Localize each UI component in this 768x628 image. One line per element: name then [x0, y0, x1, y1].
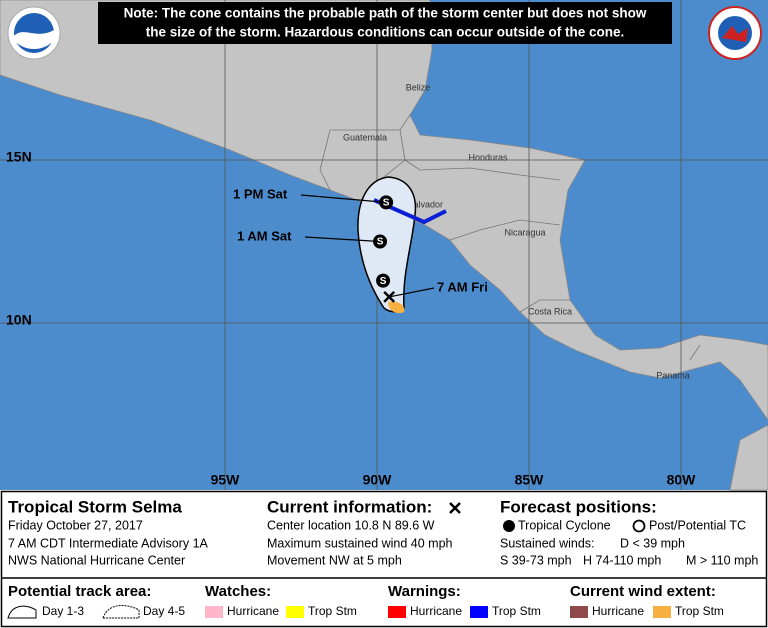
storm-info: NWS National Hurricane Center [8, 553, 185, 567]
time-label: 7 AM Fri [437, 279, 488, 294]
country-label: El Salvador [397, 199, 443, 209]
legend-box [0, 490, 768, 628]
current-info: Maximum sustained wind 40 mph [267, 536, 453, 550]
lat-label: 10N [6, 312, 32, 328]
forecast-info: Sustained winds: [500, 536, 595, 550]
tropical-icon [503, 520, 515, 532]
warning-item: Trop Stm [492, 604, 541, 618]
land [729, 424, 768, 491]
forecast-symbol: S [383, 198, 390, 209]
forecast-info: M > 110 mph [686, 553, 758, 567]
forecast-info: Tropical Cyclone [518, 518, 611, 532]
graticule: 15N 10N 95W 90W 85W 80W Belize Guatemala Hondura… [0, 0, 768, 490]
current-icon [449, 502, 461, 514]
country-label: Guatemala [343, 132, 387, 142]
track-item: Day 1-3 [42, 604, 84, 618]
lon-label: 80W [667, 472, 697, 488]
lon-label: 90W [363, 472, 393, 488]
lat-label: 15N [6, 149, 32, 165]
noaa-logo [7, 6, 61, 60]
track: S 1 AM Sat S 1 PM Sat S 7 AM Fri [233, 186, 488, 303]
note-box [98, 2, 672, 44]
label-leader [389, 287, 435, 298]
lon-label: 85W [515, 472, 545, 488]
swatch [570, 606, 588, 618]
current-info: Movement NW at 5 mph [267, 553, 402, 567]
swatch [205, 606, 223, 618]
country-label: Nicaragua [504, 227, 545, 237]
wind-item: Hurricane [592, 604, 644, 618]
label-leader [300, 194, 387, 203]
forecast-symbol: S [377, 237, 384, 248]
current-info: Center location 10.8 N 89.6 W [267, 518, 435, 532]
current-title: Current information: [267, 497, 432, 516]
storm-info: Friday October 27, 2017 [8, 518, 143, 532]
trop-stm-wind-extent [388, 301, 405, 314]
watch-item: Trop Stm [308, 604, 357, 618]
wind-item: Trop Stm [675, 604, 724, 618]
cone-icon [102, 605, 140, 619]
warning-item: Hurricane [410, 604, 462, 618]
storm-info: 7 AM CDT Intermediate Advisory 1A [8, 536, 209, 550]
time-label: 1 PM Sat [233, 186, 288, 201]
lon-label: 95W [211, 472, 241, 488]
forecast-title: Forecast positions: [500, 497, 657, 516]
post-icon [632, 519, 646, 533]
cone-icon [7, 605, 37, 619]
country-label: Panama [656, 370, 690, 380]
swatch [388, 606, 406, 618]
track-item: Day 4-5 [143, 604, 185, 618]
forecast-point [379, 195, 394, 210]
wind-title: Current wind extent: [570, 583, 716, 600]
forecast-point [373, 234, 388, 249]
note-line: Note: The cone contains the probable pat… [124, 6, 647, 21]
swatch [470, 606, 488, 618]
storm-name: Tropical Storm Selma [8, 497, 182, 516]
country-label: Honduras [468, 152, 508, 162]
watch-item: Hurricane [227, 604, 279, 618]
swatch [653, 606, 671, 618]
forecast-info: D < 39 mph [620, 536, 685, 550]
note-line: the size of the storm. Hazardous conditi… [146, 25, 625, 40]
forecast-info: Post/Potential TC [649, 518, 746, 532]
current-position [383, 291, 396, 303]
time-label: 1 AM Sat [237, 228, 292, 243]
watches-title: Watches: [205, 583, 271, 600]
swatch [286, 606, 304, 618]
forecast-symbol: S [380, 276, 387, 287]
forecast-info: S 39-73 mph [500, 553, 572, 567]
forecast-point [376, 273, 391, 288]
country-label: Belize [406, 82, 431, 92]
label-leader [304, 236, 381, 243]
warnings-title: Warnings: [388, 583, 461, 600]
country-label: Costa Rica [528, 306, 572, 316]
track-title: Potential track area: [8, 583, 151, 600]
forecast-info: H 74-110 mph [583, 553, 661, 567]
nws-logo [708, 6, 762, 60]
